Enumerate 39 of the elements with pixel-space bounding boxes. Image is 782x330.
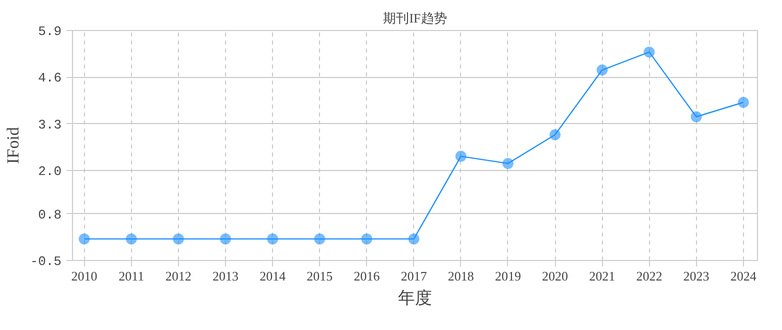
- point: [408, 233, 420, 244]
- x-tick-label: 2018: [448, 268, 474, 284]
- point: [361, 233, 372, 244]
- y-axis-title: IFoid: [3, 126, 22, 164]
- x-tick-label: 2022: [636, 268, 662, 284]
- point: [644, 46, 655, 58]
- point: [172, 233, 184, 244]
- x-tick-label: 2015: [306, 268, 333, 284]
- point: [455, 150, 466, 162]
- x-tick-label: 2024: [730, 268, 757, 284]
- y-tick-label: 4.6: [38, 70, 62, 86]
- point: [220, 233, 232, 244]
- y-tick-label: 2.0: [38, 164, 62, 180]
- point: [314, 233, 326, 244]
- point: [550, 129, 561, 140]
- point: [78, 233, 90, 244]
- x-axis-title: 年度: [398, 288, 432, 308]
- point: [690, 111, 702, 122]
- x-tick-label: 2020: [542, 268, 568, 284]
- y-tick-label: 5.9: [38, 24, 62, 39]
- y-tick-label: 0.8: [38, 207, 62, 222]
- x-tick-label: 2016: [354, 268, 380, 284]
- point: [596, 64, 608, 76]
- point: [126, 233, 137, 244]
- y-tick-label: 3.3: [38, 117, 62, 132]
- x-tick-label: 2021: [589, 268, 616, 284]
- x-tick-label: 2019: [494, 268, 521, 284]
- x-tick-label: 2010: [71, 268, 98, 284]
- x-tick-label: 2011: [118, 268, 144, 284]
- chart-title: 期刊IF趋势: [383, 10, 447, 26]
- point: [267, 233, 278, 244]
- point: [502, 158, 514, 169]
- x-tick-label: 2014: [260, 268, 286, 284]
- y-tick-label: -0.5: [30, 254, 62, 269]
- x-tick-label: 2013: [212, 268, 239, 284]
- x-tick-label: 2023: [683, 268, 710, 284]
- x-tick-label: 2017: [400, 268, 428, 284]
- x-tick-label: 2012: [165, 268, 192, 284]
- point: [738, 96, 749, 108]
